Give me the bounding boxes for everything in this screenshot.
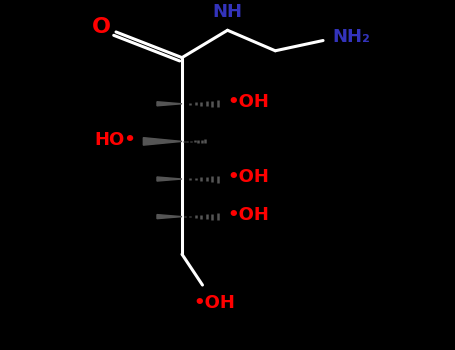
Text: •OH: •OH (228, 206, 269, 224)
Polygon shape (157, 177, 182, 181)
Polygon shape (157, 102, 182, 106)
Polygon shape (157, 215, 182, 219)
Text: HO•: HO• (95, 131, 136, 149)
Text: •OH: •OH (228, 93, 269, 111)
Text: O: O (92, 17, 111, 37)
Text: •OH: •OH (228, 168, 269, 186)
Text: •OH: •OH (193, 294, 235, 312)
Polygon shape (143, 138, 182, 145)
Text: NH: NH (212, 3, 243, 21)
Text: NH₂: NH₂ (332, 28, 370, 46)
